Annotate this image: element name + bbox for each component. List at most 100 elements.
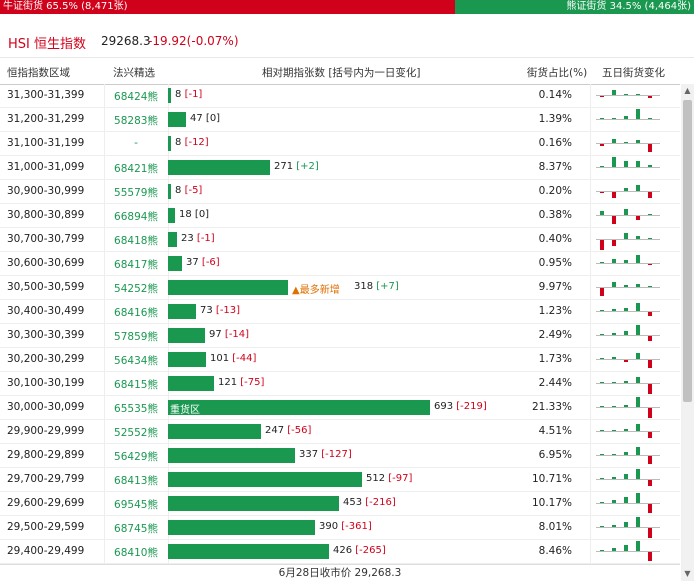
count-cell: 426 [-265] bbox=[333, 545, 386, 556]
table-row: 31,000-31,099 68421熊 271 [+2] 8.37% bbox=[0, 156, 680, 180]
count-change: [-1] bbox=[196, 233, 215, 244]
column-divider bbox=[590, 276, 591, 299]
count-value: 390 bbox=[319, 521, 339, 532]
column-divider bbox=[104, 324, 105, 347]
trend-bar bbox=[612, 240, 616, 246]
count-change: [-361] bbox=[341, 521, 372, 532]
column-divider bbox=[590, 84, 591, 107]
scroll-down-arrow-icon[interactable]: ▼ bbox=[684, 569, 691, 578]
share-pct-cell: 1.73% bbox=[538, 353, 572, 365]
warrant-link[interactable]: 68416熊 bbox=[114, 307, 158, 319]
trend-bar bbox=[624, 142, 628, 143]
trend-bar bbox=[624, 209, 628, 215]
trend-axis bbox=[596, 407, 660, 408]
table-row: 30,300-30,399 57859熊 97 [-14] 2.49% bbox=[0, 324, 680, 348]
trend-bar bbox=[600, 526, 604, 527]
warrant-link[interactable]: 68424熊 bbox=[114, 91, 158, 103]
warrant-link[interactable]: 68421熊 bbox=[114, 163, 158, 175]
count-value: 97 bbox=[209, 329, 222, 340]
trend-bar bbox=[636, 109, 640, 119]
column-divider bbox=[104, 156, 105, 179]
scroll-thumb[interactable] bbox=[683, 100, 692, 402]
table-row: 30,100-30,199 68415熊 121 [-75] 2.44% bbox=[0, 372, 680, 396]
trend-bar bbox=[624, 381, 628, 383]
warrant-link[interactable]: 68413熊 bbox=[114, 475, 158, 487]
warrant-link[interactable]: 57859熊 bbox=[114, 331, 158, 343]
warrant-link[interactable]: 58283熊 bbox=[114, 115, 158, 127]
warrant-link[interactable]: 55579熊 bbox=[114, 187, 158, 199]
count-value: 426 bbox=[333, 545, 353, 556]
share-pct-cell: 0.95% bbox=[538, 257, 572, 269]
scroll-up-arrow-icon[interactable]: ▲ bbox=[684, 86, 691, 95]
range-cell: 30,200-30,299 bbox=[7, 353, 85, 365]
column-divider bbox=[590, 252, 591, 275]
trend-bar bbox=[636, 284, 640, 287]
trend-bar bbox=[612, 525, 616, 527]
trend-bar bbox=[600, 454, 604, 455]
trend-bar bbox=[612, 118, 616, 119]
trend-bar bbox=[636, 493, 640, 503]
trend-axis bbox=[596, 503, 660, 504]
warrant-link[interactable]: 68418熊 bbox=[114, 235, 158, 247]
relative-count-bar bbox=[168, 472, 362, 487]
table-row: 29,500-29,599 68745熊 390 [-361] 8.01% bbox=[0, 516, 680, 540]
table-row: 30,000-30,099 65535熊 重货区 693 [-219] 21.33% bbox=[0, 396, 680, 420]
scrollbar[interactable]: ▲ ▼ bbox=[681, 84, 694, 581]
column-divider bbox=[104, 180, 105, 203]
trend-bar bbox=[600, 478, 604, 479]
index-change: -19.92(-0.07%) bbox=[148, 34, 239, 48]
count-cell: 8 [-5] bbox=[175, 185, 202, 196]
trend-bar bbox=[600, 262, 604, 263]
five-day-trend-chart bbox=[594, 300, 664, 323]
table-row: 29,700-29,799 68413熊 512 [-97] 10.71% bbox=[0, 468, 680, 492]
warrant-link[interactable]: 66894熊 bbox=[114, 211, 158, 223]
relative-count-bar bbox=[168, 184, 171, 199]
count-change: [-13] bbox=[215, 305, 241, 316]
warrant-link[interactable]: 68415熊 bbox=[114, 379, 158, 391]
count-change: [-14] bbox=[224, 329, 250, 340]
column-pct: 街货占比(%) bbox=[527, 67, 588, 79]
warrant-link[interactable]: 69545熊 bbox=[114, 499, 158, 511]
trend-bar bbox=[636, 216, 640, 220]
trend-axis bbox=[596, 311, 660, 312]
relative-count-bar bbox=[168, 160, 270, 175]
trend-bar bbox=[600, 430, 604, 431]
column-divider bbox=[590, 156, 591, 179]
trend-bar bbox=[624, 308, 628, 311]
warrant-link[interactable]: 56429熊 bbox=[114, 451, 158, 463]
count-change: [-6] bbox=[201, 257, 220, 268]
trend-bar bbox=[612, 406, 616, 407]
column-divider bbox=[104, 372, 105, 395]
trend-axis bbox=[596, 167, 660, 168]
warrant-link[interactable]: 68417熊 bbox=[114, 259, 158, 271]
table-row: 30,800-30,899 66894熊 18 [0] 0.38% bbox=[0, 204, 680, 228]
range-cell: 29,800-29,899 bbox=[7, 449, 85, 461]
count-cell: 693 [-219] bbox=[434, 401, 487, 412]
trend-bar bbox=[624, 545, 628, 551]
trend-bar bbox=[624, 474, 628, 479]
relative-count-bar bbox=[168, 232, 177, 247]
warrant-link[interactable]: 68745熊 bbox=[114, 523, 158, 535]
trend-axis bbox=[596, 263, 660, 264]
warrant-link[interactable]: 65535熊 bbox=[114, 403, 158, 415]
trend-bar bbox=[636, 140, 640, 143]
warrant-link[interactable]: 68410熊 bbox=[114, 547, 158, 559]
column-divider bbox=[590, 300, 591, 323]
five-day-trend-chart bbox=[594, 276, 664, 299]
column-divider bbox=[104, 444, 105, 467]
five-day-trend-chart bbox=[594, 252, 664, 275]
trend-axis bbox=[596, 527, 660, 528]
five-day-trend-chart bbox=[594, 180, 664, 203]
warrant-link[interactable]: 54252熊 bbox=[114, 283, 158, 295]
trend-bar bbox=[648, 360, 652, 368]
five-day-trend-chart bbox=[594, 132, 664, 155]
warrant-link[interactable]: 52552熊 bbox=[114, 427, 158, 439]
five-day-trend-chart bbox=[594, 324, 664, 347]
five-day-trend-chart bbox=[594, 84, 664, 107]
share-pct-cell: 8.01% bbox=[538, 521, 572, 533]
range-cell: 30,600-30,699 bbox=[7, 257, 85, 269]
count-cell: 101 [-44] bbox=[210, 353, 256, 364]
column-divider bbox=[590, 468, 591, 491]
count-value: 693 bbox=[434, 401, 454, 412]
warrant-link[interactable]: 56434熊 bbox=[114, 355, 158, 367]
